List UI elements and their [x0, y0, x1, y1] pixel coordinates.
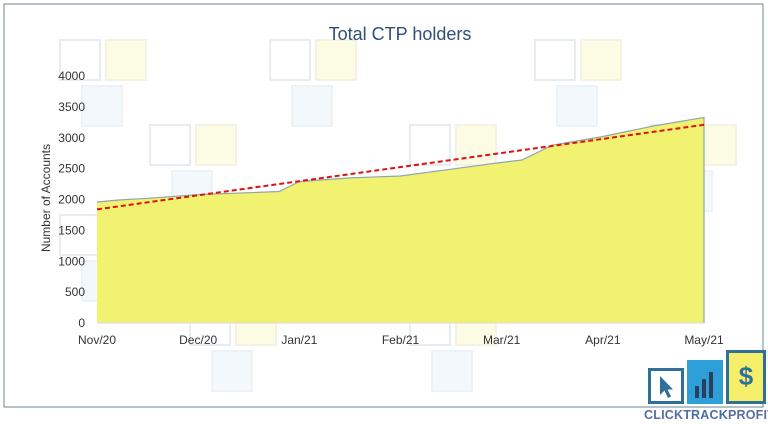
x-tick-label: Apr/21: [585, 333, 621, 347]
y-tick-label: 3000: [58, 131, 85, 145]
y-tick-label: 1500: [58, 223, 85, 237]
y-tick-label: 3500: [58, 100, 85, 114]
dollar-glyph: $: [738, 361, 754, 391]
watermark-tile: [269, 39, 357, 127]
area-series-outline: [96, 116, 705, 323]
logo-text-profit: PROFIT: [727, 408, 768, 422]
y-tick-label: 2500: [58, 162, 85, 176]
x-tick-label: Feb/21: [382, 333, 420, 347]
area-series: [97, 117, 704, 324]
cursor-icon: [648, 368, 684, 404]
brand-logo: $ CLICKTRACKPROFIT: [644, 350, 768, 424]
chart-title: Total CTP holders: [329, 24, 472, 44]
watermark-tile: [534, 39, 622, 127]
logo-wordmark: CLICKTRACKPROFIT: [644, 407, 768, 423]
x-axis-ticks: Nov/20 Dec/20 Jan/21 Feb/21 Mar/21 Apr/21 May/…: [78, 333, 724, 347]
y-tick-label: 2000: [58, 193, 85, 207]
y-tick-label: 4000: [58, 69, 85, 83]
plot-area: 0 500 1000 1500 2000 2500 3000 3500 4000 Nov/20 D…: [58, 69, 724, 347]
y-tick-label: 0: [78, 316, 85, 330]
y-axis-title: Number of Accounts: [39, 144, 53, 252]
dollar-icon: $: [726, 350, 766, 404]
trend-line: [96, 123, 705, 211]
logo-text-click: CLICK: [644, 408, 684, 422]
x-tick-label: May/21: [684, 333, 724, 347]
x-tick-label: Jan/21: [281, 333, 317, 347]
logo-text-track: TRACK: [683, 408, 728, 422]
x-tick-label: Dec/20: [179, 333, 217, 347]
x-tick-label: Mar/21: [483, 333, 521, 347]
y-axis-ticks: 0 500 1000 1500 2000 2500 3000 3500 4000: [58, 69, 85, 330]
y-tick-label: 1000: [58, 254, 85, 268]
y-tick-label: 500: [65, 285, 85, 299]
x-tick-label: Nov/20: [78, 333, 116, 347]
bar-chart-icon: [687, 360, 723, 404]
watermark-tile: [59, 39, 147, 127]
